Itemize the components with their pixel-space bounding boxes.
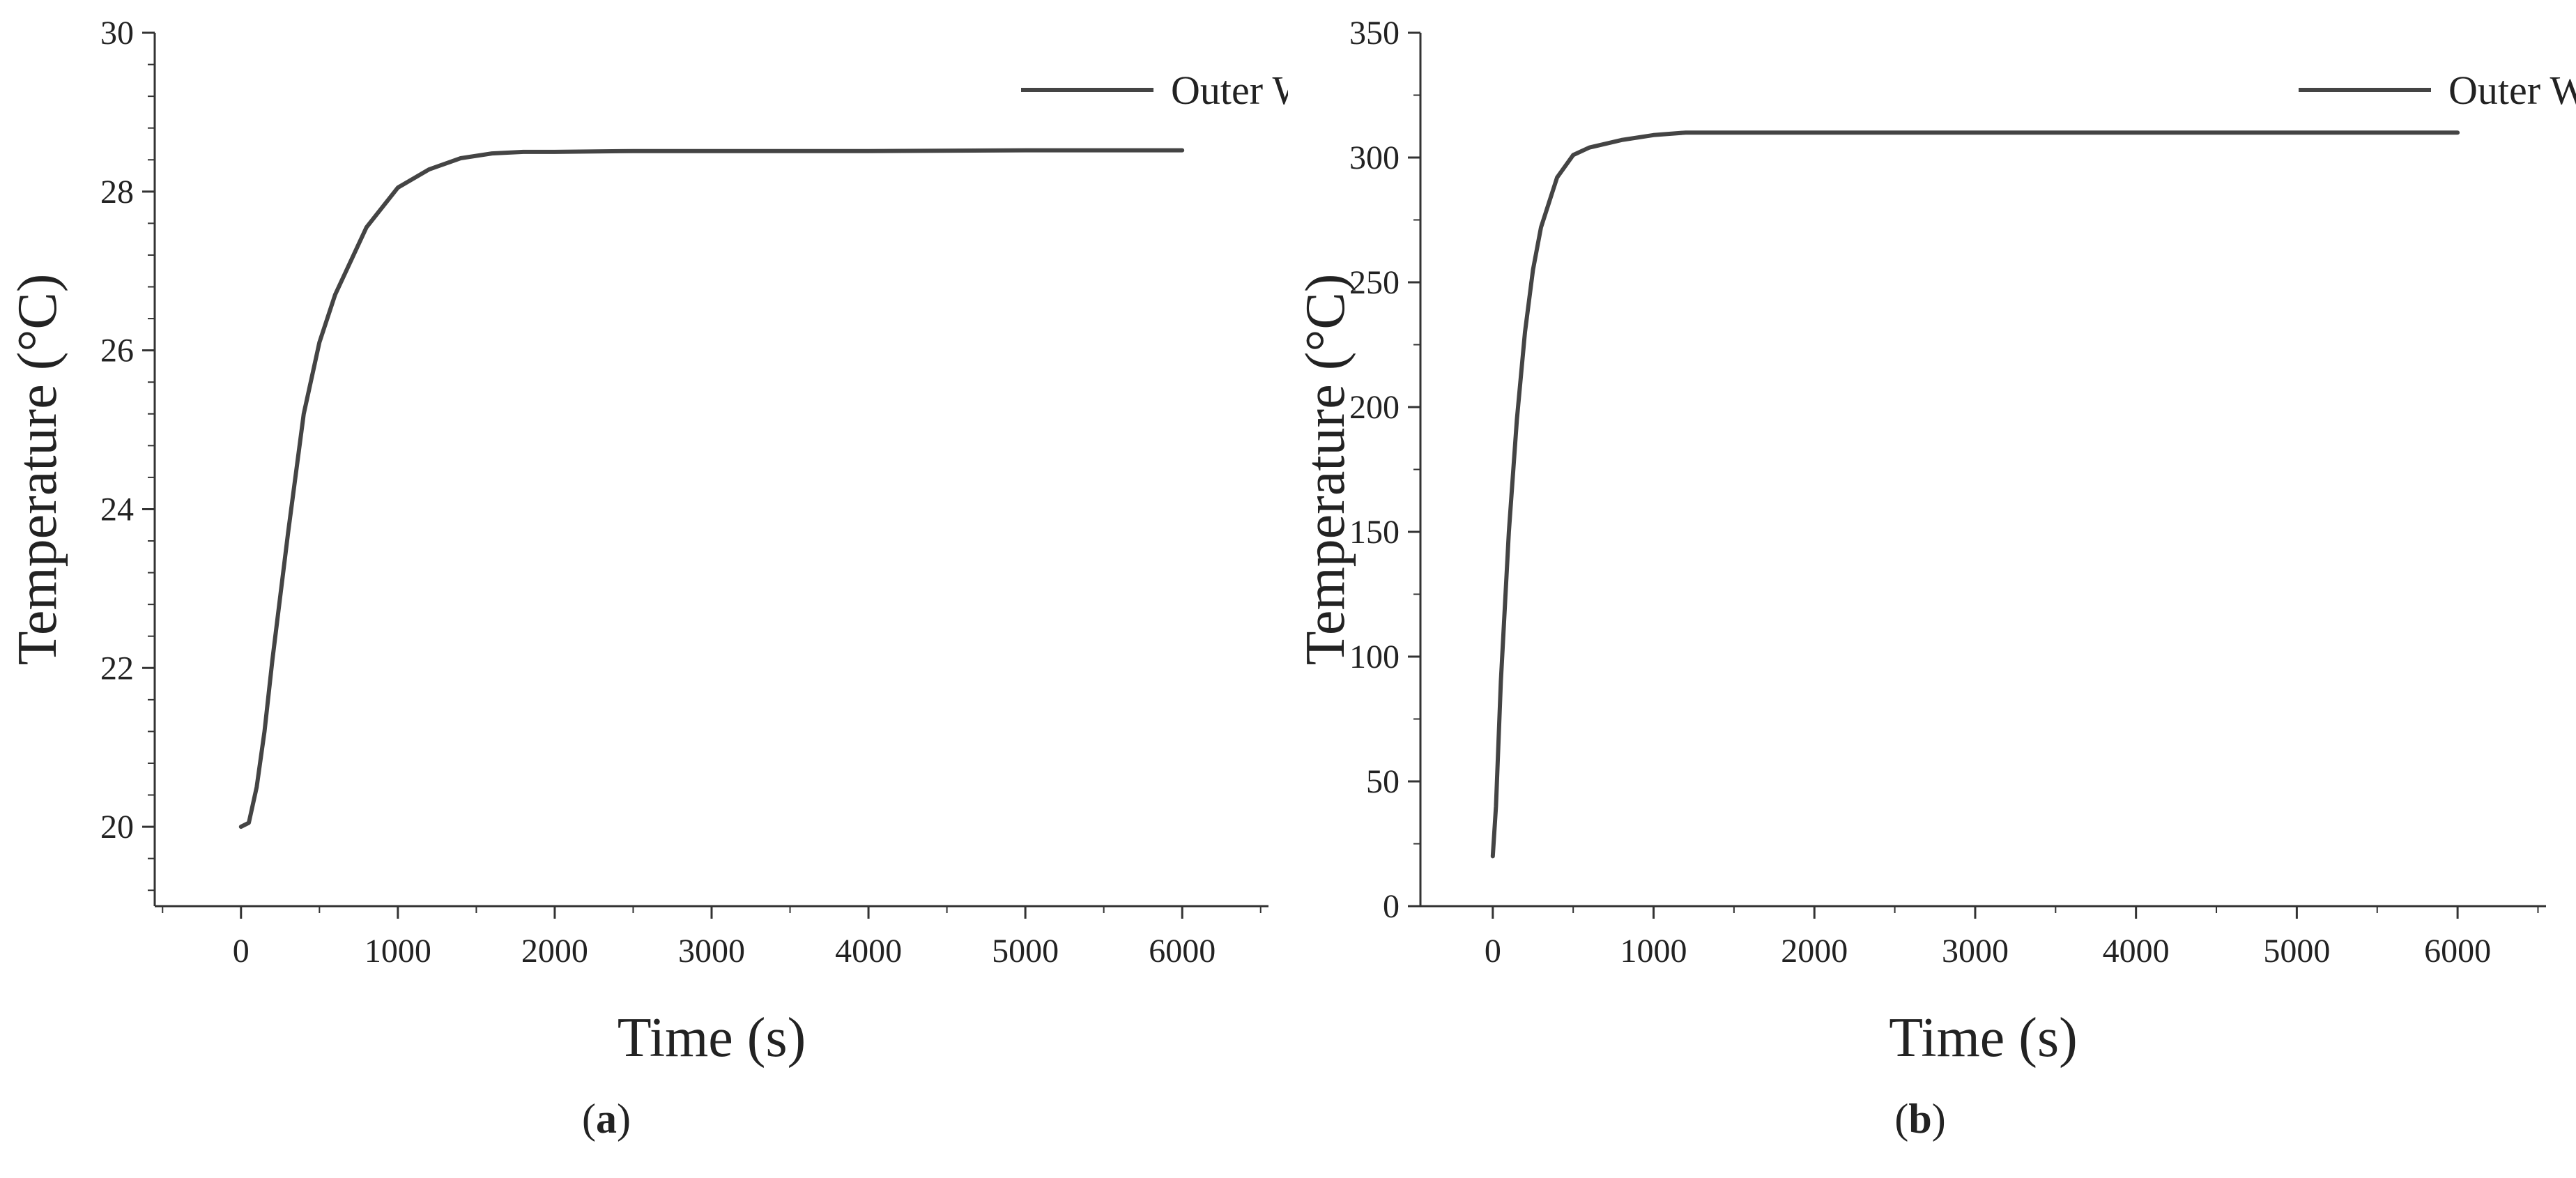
caption-b: (b)	[1894, 1096, 1946, 1142]
caption-b-label: b	[1908, 1096, 1932, 1142]
x-tick-label: 3000	[678, 933, 745, 970]
series-line-outer-wall	[1490, 130, 2460, 859]
x-tick-label: 3000	[1942, 933, 2009, 970]
caption-a: (a)	[582, 1096, 631, 1142]
legend-label: Outer Wall	[1171, 68, 1288, 113]
x-axis-label: Time (s)	[618, 1007, 806, 1069]
x-tick-label: 2000	[1781, 933, 1848, 970]
x-tick-label: 6000	[2424, 933, 2491, 970]
y-tick-label: 150	[1349, 514, 1400, 551]
y-tick-label: 350	[1349, 15, 1400, 52]
y-tick-label: 200	[1349, 389, 1400, 426]
y-tick-label: 24	[100, 491, 134, 528]
y-tick-label: 50	[1366, 763, 1400, 800]
x-tick-label: 1000	[1620, 933, 1687, 970]
chart-b: 0 1000 2000 3000 4000 5000 6000 0 50 100 150 200 250…	[1295, 15, 2576, 1069]
y-tick-label: 22	[100, 650, 134, 687]
y-tick-label: 100	[1349, 638, 1400, 675]
x-axis-label: Time (s)	[1889, 1007, 2077, 1069]
y-tick-label: 0	[1383, 888, 1400, 925]
x-tick-label: 4000	[2103, 933, 2170, 970]
x-tick-label: 0	[1485, 933, 1501, 970]
y-tick-label: 26	[100, 332, 134, 369]
y-tick-label: 250	[1349, 264, 1400, 301]
y-axis-label: Temperature (°C)	[1295, 274, 1356, 666]
series-line-outer-wall	[238, 148, 1185, 829]
y-axis-label: Temperature (°C)	[7, 274, 68, 666]
y-tick-label: 28	[100, 174, 134, 211]
x-tick-label: 1000	[365, 933, 431, 970]
y-tick-label: 300	[1349, 139, 1400, 176]
x-tick-label: 5000	[992, 933, 1059, 970]
x-tick-label: 2000	[521, 933, 588, 970]
chart-a: 0 1000 2000 3000 4000 5000 6000 20 22 24 26 28 30 Tim…	[7, 15, 1348, 1069]
y-tick-label: 20	[100, 809, 134, 846]
y-tick-label: 30	[100, 15, 134, 52]
chart-panel-b: 0 1000 2000 3000 4000 5000 6000 0 50 100 150 200 250…	[1288, 0, 2576, 1175]
x-tick-label: 6000	[1149, 933, 1216, 970]
x-tick-label: 4000	[835, 933, 902, 970]
chart-panel-a: 0 1000 2000 3000 4000 5000 6000 20 22 24 26 28 30 Tim…	[0, 0, 1348, 1175]
caption-a-label: a	[596, 1096, 617, 1142]
x-tick-label: 0	[233, 933, 250, 970]
legend-label: Outer Wall	[2448, 68, 2576, 113]
x-tick-label: 5000	[2263, 933, 2330, 970]
